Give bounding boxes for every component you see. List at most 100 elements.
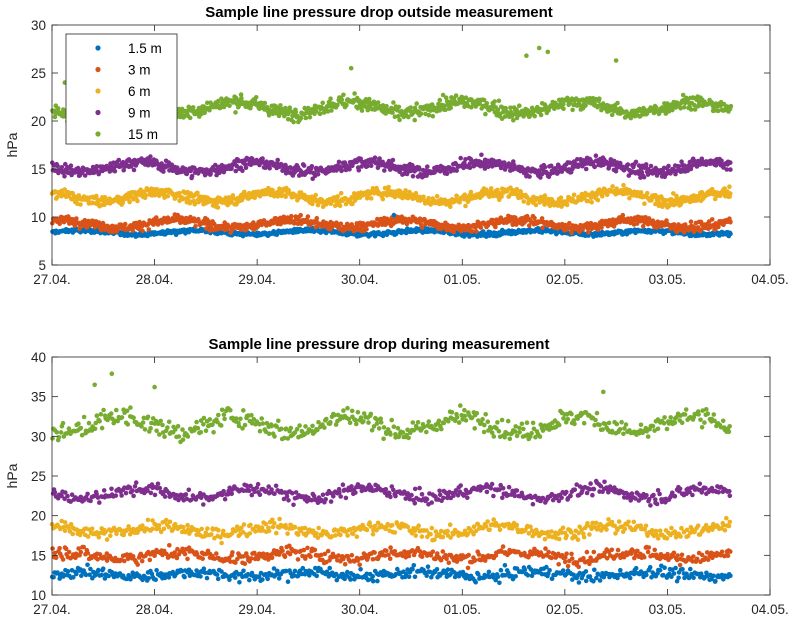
data-point <box>540 225 545 231</box>
data-point <box>650 218 656 223</box>
data-point <box>377 156 382 161</box>
data-point <box>547 568 552 573</box>
y-axis-label: hPa <box>4 132 20 157</box>
data-point <box>615 100 620 106</box>
data-point <box>227 103 232 109</box>
data-point <box>182 574 187 580</box>
scatter-points <box>49 371 733 586</box>
data-point <box>215 205 221 210</box>
data-point <box>112 168 118 174</box>
data-point <box>426 195 431 201</box>
data-point <box>570 107 575 113</box>
x-tick-label: 01.05. <box>444 272 482 287</box>
data-point <box>634 221 640 226</box>
data-point <box>130 228 135 233</box>
data-point <box>414 101 420 106</box>
data-point <box>309 164 315 169</box>
data-point <box>148 154 153 159</box>
data-point <box>437 97 443 103</box>
data-point <box>368 163 374 168</box>
data-point <box>384 103 389 109</box>
data-point <box>483 111 488 117</box>
data-point <box>96 567 101 573</box>
data-point <box>592 567 597 573</box>
data-point <box>203 226 209 231</box>
data-point <box>106 573 111 579</box>
data-point <box>146 227 152 232</box>
data-point <box>397 117 402 123</box>
data-point <box>283 194 289 199</box>
data-point <box>545 49 551 55</box>
data-point <box>532 113 537 119</box>
data-point <box>492 99 497 104</box>
data-point <box>339 168 345 173</box>
data-point <box>595 227 601 232</box>
data-point <box>478 225 484 230</box>
data-point <box>674 229 680 234</box>
data-point <box>453 93 459 98</box>
data-point <box>597 578 603 583</box>
data-point <box>728 160 733 165</box>
data-point <box>418 111 424 117</box>
legend-marker <box>95 131 101 137</box>
data-point <box>338 190 344 196</box>
data-point <box>458 155 464 161</box>
data-point <box>517 103 522 108</box>
data-point <box>583 578 589 584</box>
data-point <box>406 574 412 580</box>
data-point <box>338 221 344 227</box>
y-tick-label: 30 <box>31 18 46 33</box>
data-point <box>588 220 594 226</box>
data-point <box>232 575 238 580</box>
data-point <box>298 115 304 121</box>
data-point <box>177 190 182 196</box>
data-point <box>391 212 397 218</box>
data-point <box>468 189 474 195</box>
data-point <box>577 229 582 235</box>
data-point <box>380 196 386 202</box>
data-point <box>339 97 345 102</box>
data-point <box>215 576 221 582</box>
data-point <box>621 182 626 188</box>
legend-marker <box>95 66 101 73</box>
data-point <box>55 163 60 169</box>
data-point <box>352 91 357 96</box>
data-point <box>569 230 574 236</box>
data-point <box>671 222 677 227</box>
data-point <box>78 202 83 207</box>
data-point <box>727 184 732 189</box>
y-tick-label: 5 <box>38 258 46 273</box>
data-point <box>370 574 376 579</box>
series-6-m <box>49 182 733 210</box>
series-3-m <box>50 212 733 236</box>
data-point <box>536 45 542 51</box>
legend-label: 1.5 m <box>128 41 162 56</box>
data-point <box>654 225 660 230</box>
data-point <box>463 203 468 209</box>
data-point <box>335 194 341 199</box>
data-point <box>542 164 548 170</box>
data-point <box>510 222 515 228</box>
data-point <box>305 214 311 219</box>
data-point <box>434 567 440 572</box>
data-point <box>281 214 287 220</box>
data-point <box>653 104 659 110</box>
data-point <box>375 578 380 584</box>
data-point <box>243 165 249 170</box>
data-point <box>143 193 149 198</box>
chart-title: Sample line pressure drop during measure… <box>209 336 550 353</box>
data-point <box>237 580 242 585</box>
data-point <box>648 163 654 169</box>
data-point <box>146 576 151 581</box>
x-tick-label: 04.05. <box>751 272 789 287</box>
x-tick-label: 27.04. <box>33 272 71 287</box>
legend-marker <box>95 45 101 51</box>
data-point <box>260 577 265 582</box>
data-point <box>187 115 193 121</box>
data-point <box>278 103 283 108</box>
data-point <box>474 229 479 234</box>
data-point <box>420 225 425 230</box>
panel-during-measurement: Sample line pressure drop during measure… <box>4 336 789 617</box>
data-point <box>328 96 333 101</box>
data-point <box>728 231 733 237</box>
